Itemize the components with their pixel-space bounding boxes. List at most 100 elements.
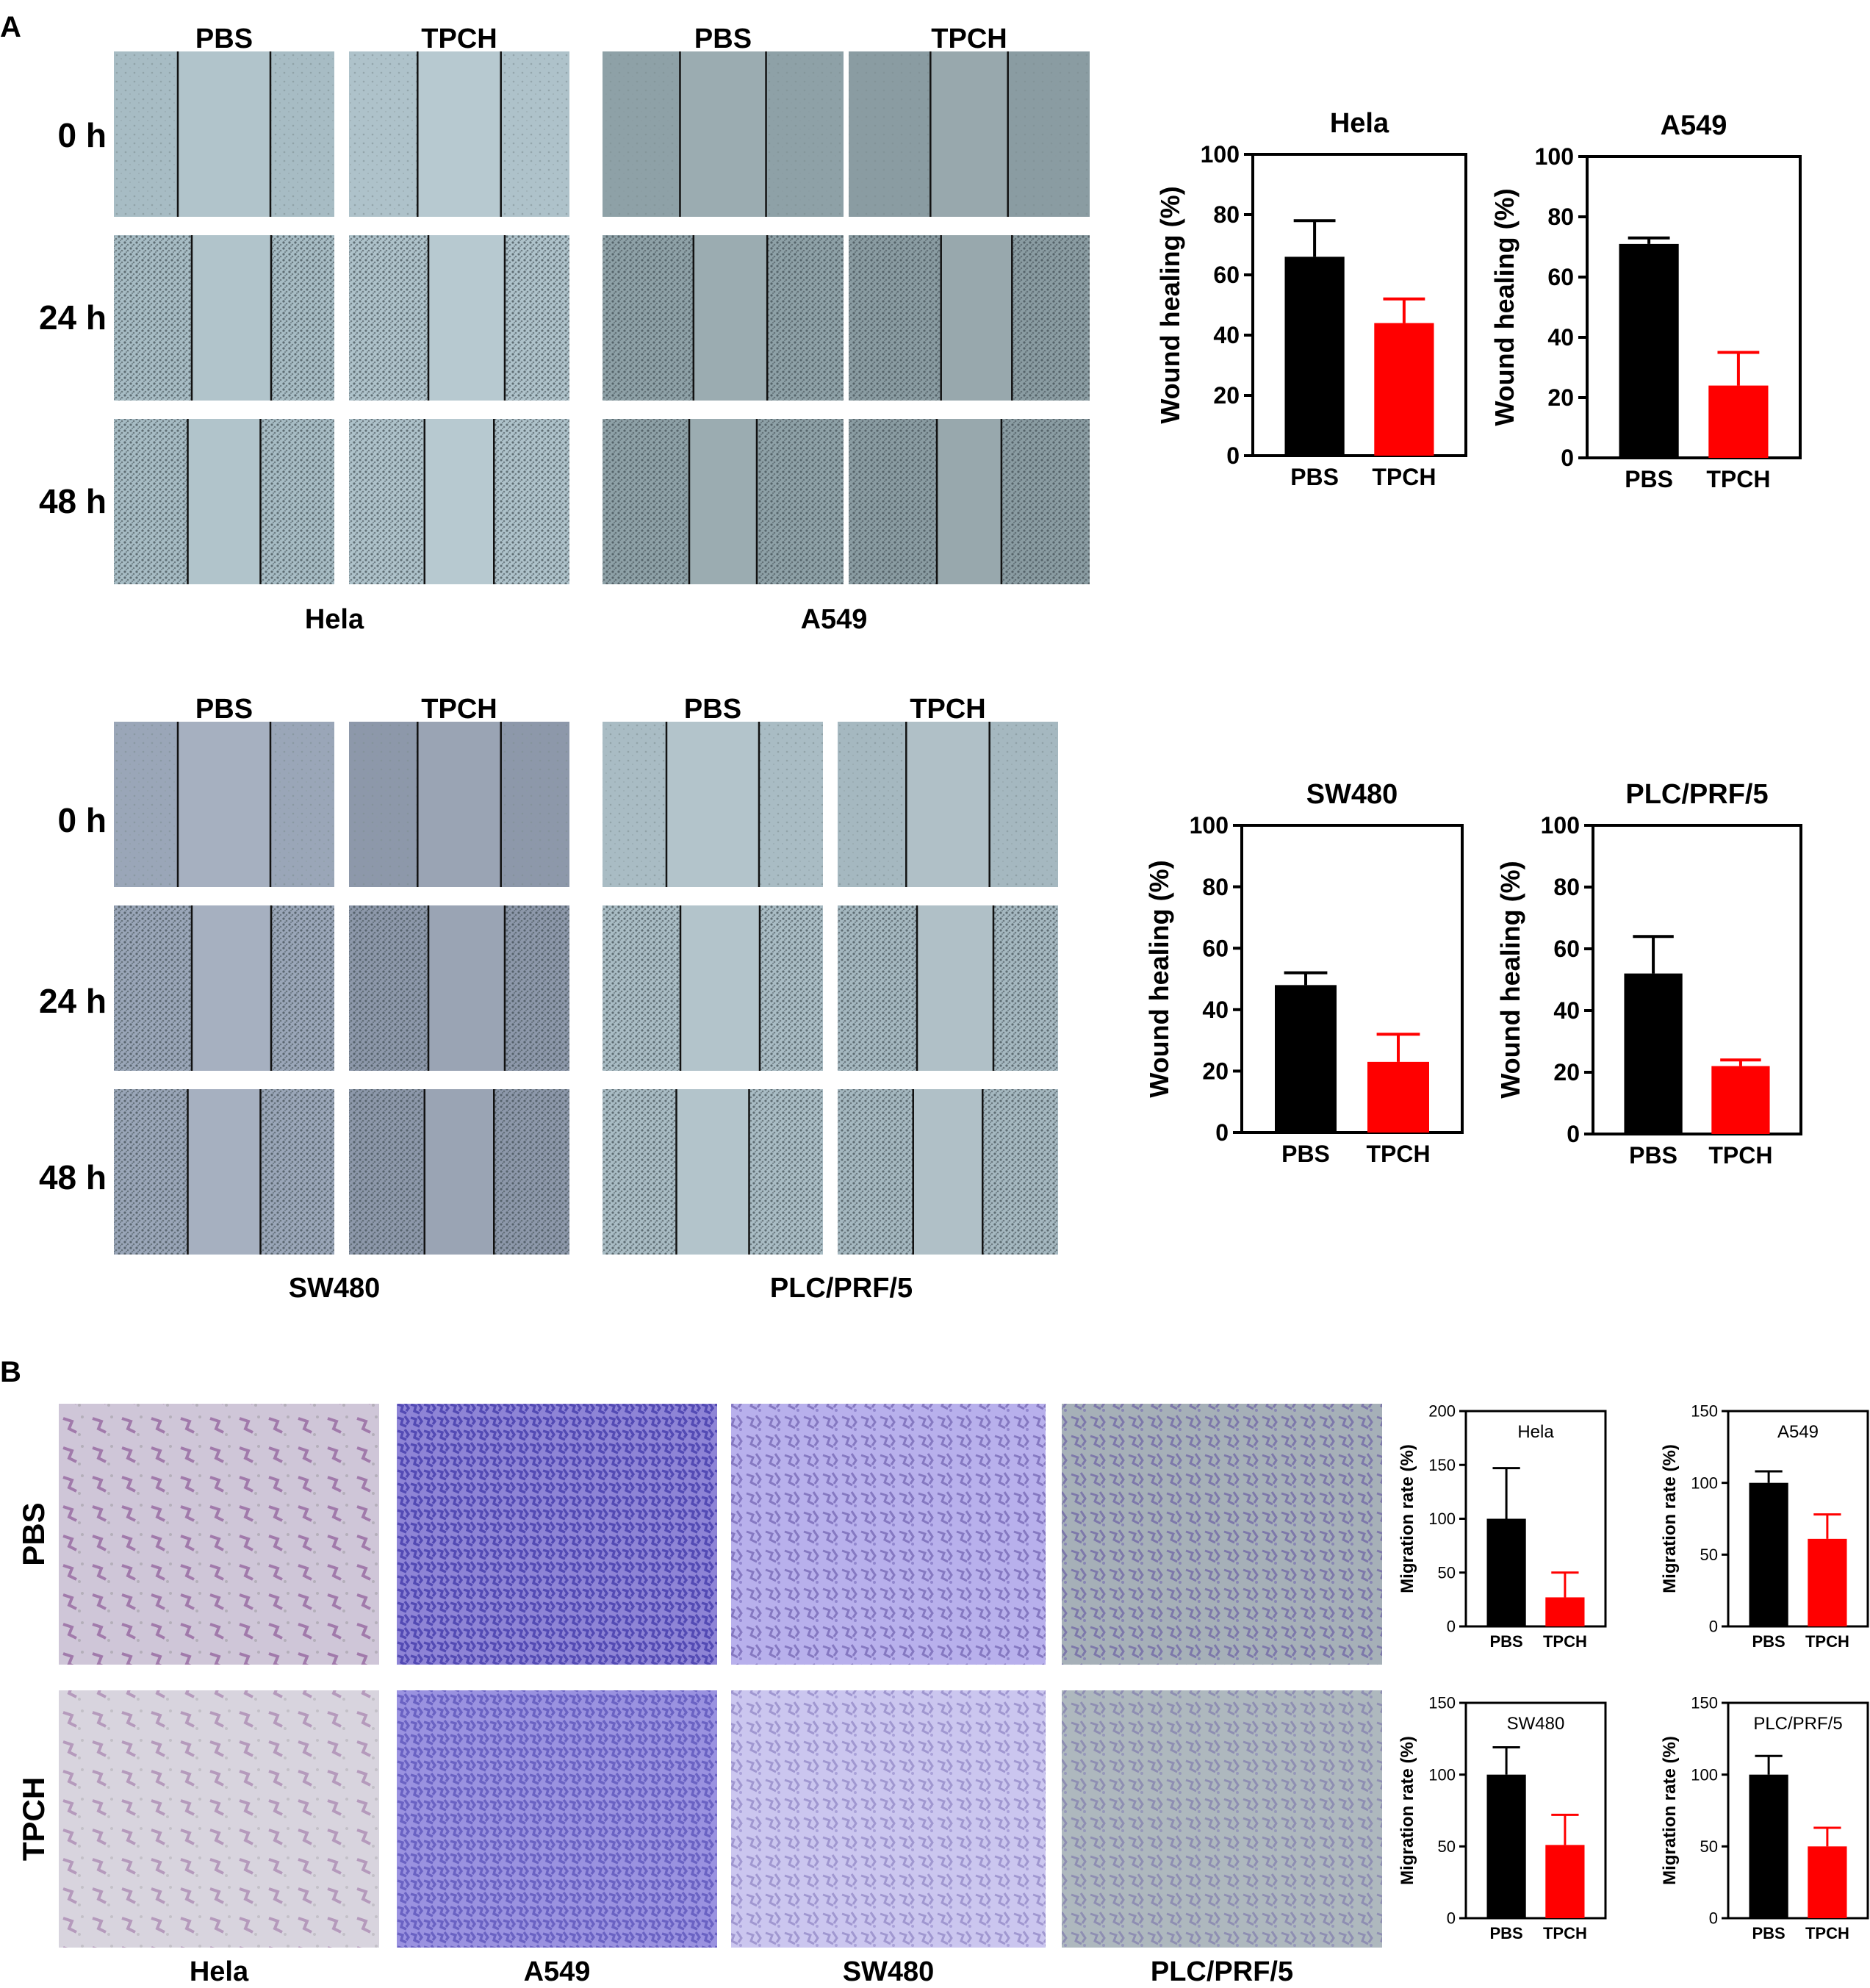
- wound-gap: [680, 905, 760, 1071]
- wound-micrograph-sw480-pbs-0-h: [114, 722, 334, 887]
- y-tick-label: 40: [1213, 322, 1240, 348]
- wound-micrograph-plc-prf-5-pbs-24-h: [603, 905, 823, 1071]
- cell-monolayer-right: [500, 722, 569, 887]
- bar-tpch: [1808, 1538, 1847, 1626]
- wound-micrograph-sw480-tpch-24-h: [349, 905, 569, 1071]
- cell-monolayer-right: [767, 235, 844, 401]
- y-tick-label: 100: [1535, 143, 1574, 170]
- cell-monolayer-right: [504, 905, 569, 1071]
- cell-monolayer-left: [603, 722, 666, 887]
- timepoint-label-48-h: 48 h: [39, 1158, 107, 1196]
- stained-cells: [59, 1690, 379, 1948]
- wound-header-pbs: PBS: [684, 694, 741, 725]
- wound-micrograph-a549-tpch-0-h: [849, 51, 1090, 217]
- wound-cell-line-hela: Hela: [305, 604, 364, 635]
- y-axis-label: Migration rate (%): [1660, 1736, 1680, 1885]
- cell-monolayer-left: [849, 51, 931, 217]
- plot-frame: [1586, 155, 1802, 459]
- chart-title: A549: [1777, 1422, 1819, 1442]
- transwell-micrograph-hela-tpch: [59, 1690, 379, 1948]
- cell-monolayer-right: [766, 51, 844, 217]
- chart-title: Hela: [1330, 108, 1389, 139]
- bar-pbs: [1749, 1482, 1788, 1626]
- chart-title: Hela: [1517, 1422, 1554, 1442]
- transwell-cell-line-sw480: SW480: [843, 1956, 935, 1987]
- transwell-row-label-pbs: PBS: [16, 1502, 51, 1565]
- bar-tpch: [1367, 1061, 1429, 1133]
- cell-monolayer-left: [849, 235, 941, 401]
- wound-gap: [417, 722, 501, 887]
- wound-micrograph-a549-pbs-48-h: [603, 419, 844, 584]
- bar-pbs: [1624, 973, 1683, 1134]
- y-tick-label: 0: [1447, 1618, 1456, 1636]
- wound-gap: [428, 235, 505, 401]
- y-tick-label: 0: [1567, 1121, 1580, 1147]
- stained-cells: [397, 1690, 717, 1948]
- chart-title: PLC/PRF/5: [1625, 779, 1768, 810]
- chart-title: PLC/PRF/5: [1753, 1714, 1842, 1734]
- y-tick-label: 0: [1709, 1618, 1718, 1636]
- timepoint-label-0-h: 0 h: [58, 116, 107, 154]
- cell-monolayer-right: [759, 722, 823, 887]
- x-tick-label: PBS: [1489, 1924, 1522, 1942]
- y-tick-label: 50: [1700, 1837, 1718, 1856]
- x-tick-label: TPCH: [1805, 1632, 1849, 1651]
- x-tick-label: TPCH: [1805, 1924, 1849, 1942]
- wound-header-tpch: TPCH: [931, 24, 1007, 54]
- y-tick-label: 0: [1447, 1909, 1456, 1928]
- y-tick-label: 60: [1202, 935, 1229, 961]
- wound-gap: [178, 722, 270, 887]
- panel-label-b: B: [0, 1356, 21, 1388]
- bar-pbs: [1486, 1518, 1526, 1626]
- plot-frame: [1251, 153, 1467, 457]
- cell-monolayer-left: [349, 722, 418, 887]
- cell-monolayer-right: [271, 905, 334, 1071]
- y-tick-label: 150: [1691, 1402, 1718, 1421]
- bar-tpch: [1808, 1846, 1847, 1918]
- wound-gap: [192, 235, 271, 401]
- cell-monolayer-right: [500, 51, 569, 217]
- cell-monolayer-right: [504, 235, 569, 401]
- x-tick-label: PBS: [1281, 1141, 1330, 1167]
- plot-frame: [1727, 1701, 1869, 1920]
- bar-pbs: [1749, 1774, 1788, 1918]
- cell-monolayer-right: [982, 1089, 1058, 1255]
- y-tick-label: 40: [1553, 997, 1580, 1024]
- y-tick-label: 80: [1202, 874, 1229, 900]
- chart-wound-healing-a549: A549 0 20 40 60 80 100 Wound healing (%) PBS TPCH: [1489, 110, 1802, 492]
- cell-monolayer-left: [114, 722, 178, 887]
- transwell-micrograph-sw480-pbs: [731, 1404, 1046, 1665]
- cell-monolayer-left: [603, 1089, 677, 1255]
- cell-monolayer-left: [349, 419, 425, 584]
- wound-gap: [937, 419, 1001, 584]
- cell-monolayer-left: [114, 905, 192, 1071]
- y-tick-label: 100: [1428, 1765, 1456, 1784]
- y-tick-label: 80: [1547, 204, 1574, 230]
- x-tick-label: TPCH: [1366, 1141, 1430, 1167]
- cell-monolayer-right: [1012, 235, 1090, 401]
- wound-header-pbs: PBS: [195, 694, 253, 725]
- cell-monolayer-right: [749, 1089, 823, 1255]
- y-tick-label: 50: [1438, 1563, 1456, 1582]
- chart-title: A549: [1661, 110, 1727, 141]
- y-axis-label: Migration rate (%): [1398, 1444, 1417, 1593]
- bar-pbs: [1275, 985, 1337, 1133]
- transwell-micrograph-sw480-tpch: [731, 1690, 1046, 1948]
- stained-cells: [59, 1404, 379, 1665]
- wound-micrograph-plc-prf-5-pbs-48-h: [603, 1089, 823, 1255]
- cell-monolayer-right: [757, 419, 844, 584]
- wound-gap: [428, 905, 505, 1071]
- wound-header-tpch: TPCH: [910, 694, 985, 725]
- wound-micrograph-sw480-pbs-24-h: [114, 905, 334, 1071]
- y-tick-label: 150: [1428, 1694, 1456, 1712]
- wound-gap: [424, 419, 495, 584]
- wound-gap: [178, 51, 270, 217]
- wound-gap: [192, 905, 271, 1071]
- transwell-cell-line-plc-prf-5: PLC/PRF/5: [1151, 1956, 1293, 1987]
- bar-tpch: [1545, 1597, 1585, 1626]
- transwell-micrograph-plc-prf-5-tpch: [1062, 1690, 1382, 1948]
- wound-gap: [666, 722, 759, 887]
- cell-monolayer-right: [270, 722, 334, 887]
- wound-micrograph-hela-tpch-0-h: [349, 51, 569, 217]
- stained-cells: [1062, 1404, 1382, 1665]
